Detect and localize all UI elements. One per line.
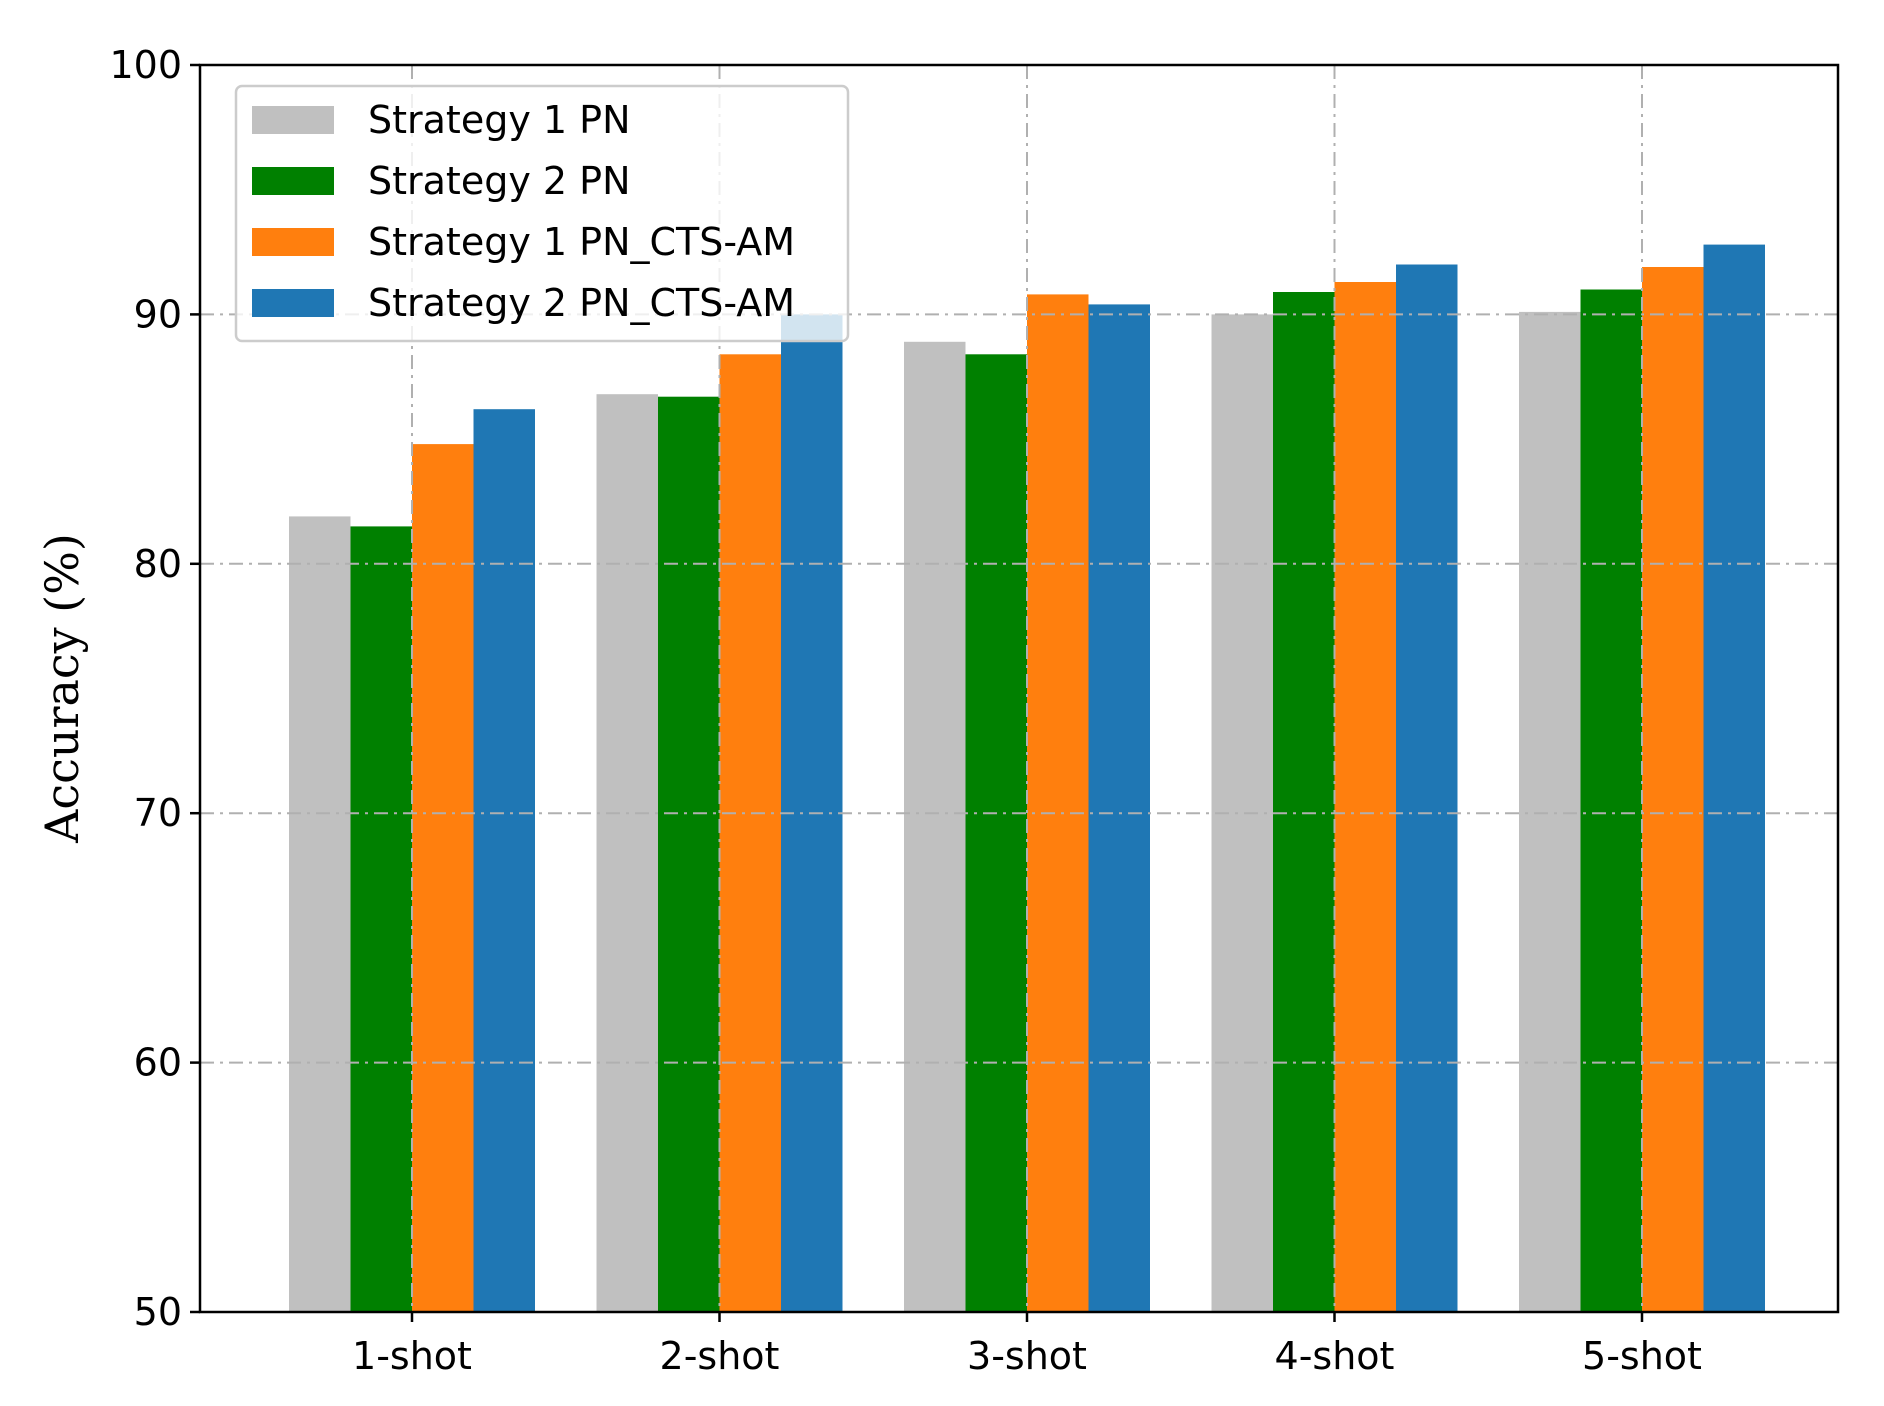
bar-series-2-3-shot — [965, 354, 1027, 1312]
bar-series-4-3-shot — [1088, 304, 1150, 1312]
bar-series-4-1-shot — [473, 409, 535, 1312]
legend-label-1: Strategy 1 PN — [368, 98, 631, 142]
legend-swatch-2 — [252, 167, 334, 195]
bar-series-3-1-shot — [412, 444, 474, 1313]
bar-series-2-2-shot — [658, 396, 720, 1312]
y-tick-label-60: 60 — [134, 1041, 182, 1085]
legend-swatch-1 — [252, 106, 334, 134]
bar-series-2-4-shot — [1273, 292, 1335, 1312]
x-tick-label-2-shot: 2-shot — [660, 1334, 780, 1378]
x-tick-label-3-shot: 3-shot — [967, 1334, 1087, 1378]
legend-label-2: Strategy 2 PN — [368, 159, 631, 203]
legend-swatch-3 — [252, 228, 334, 256]
legend: Strategy 1 PN Strategy 2 PN Strategy 1 PN_… — [234, 84, 850, 343]
y-tick-label-80: 80 — [134, 542, 182, 586]
legend-label-4: Strategy 2 PN_CTS-AM — [368, 281, 795, 325]
bar-series-1-1-shot — [289, 516, 351, 1312]
y-tick-label-100: 100 — [109, 43, 182, 87]
bar-series-1-3-shot — [904, 341, 966, 1312]
bar-series-1-5-shot — [1519, 311, 1581, 1312]
bar-series-3-2-shot — [719, 354, 781, 1312]
x-tick-label-4-shot: 4-shot — [1275, 1334, 1395, 1378]
bar-series-3-3-shot — [1027, 294, 1089, 1312]
legend-frame — [234, 84, 850, 343]
plot-area-frame — [198, 63, 1840, 1314]
bar-series-2-5-shot — [1580, 289, 1642, 1312]
x-tick-label-5-shot: 5-shot — [1582, 1334, 1702, 1378]
bar-series-2-1-shot — [350, 526, 412, 1312]
bar-series-3-5-shot — [1642, 267, 1704, 1312]
legend-swatch-4 — [252, 289, 334, 317]
bar-series-3-4-shot — [1334, 282, 1396, 1312]
y-axis-title: Accuracy (%) — [35, 533, 89, 844]
y-tick-label-50: 50 — [134, 1290, 182, 1334]
bar-series-4-5-shot — [1703, 244, 1765, 1313]
bar-series-4-4-shot — [1396, 264, 1458, 1312]
x-tick-label-1-shot: 1-shot — [352, 1334, 472, 1378]
bar-series-1-2-shot — [596, 394, 658, 1312]
legend-label-3: Strategy 1 PN_CTS-AM — [368, 220, 795, 264]
ticks-layer: 50 60 70 80 90 100 1-shot 2-shot 3-shot 4-shot 5-s… — [109, 43, 1701, 1378]
y-tick-label-90: 90 — [134, 292, 182, 336]
y-tick-label-70: 70 — [134, 791, 182, 835]
